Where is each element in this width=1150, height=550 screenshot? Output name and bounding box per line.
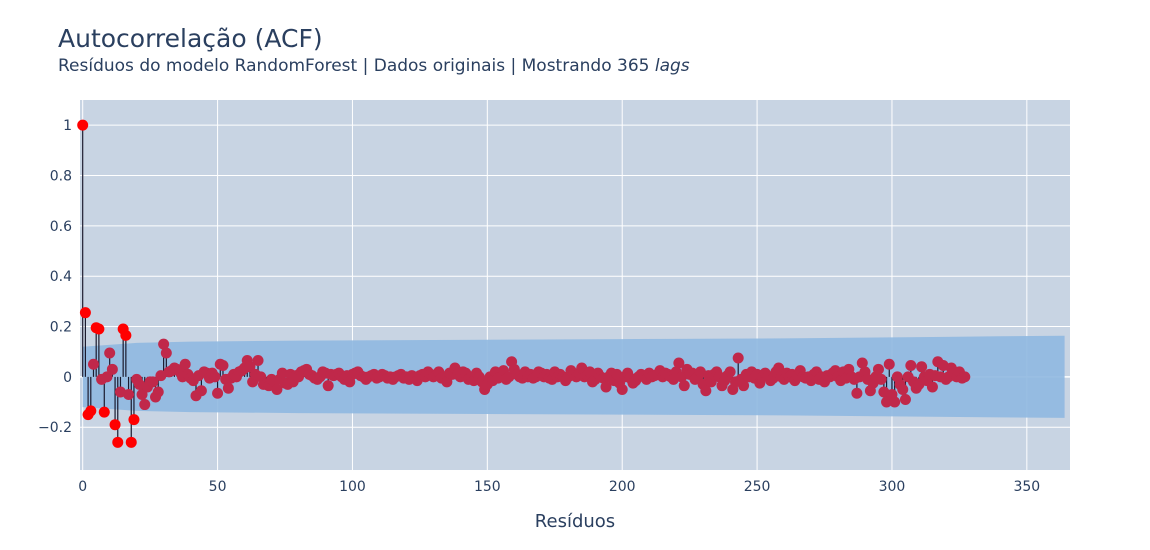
acf-point-significant [77,119,89,131]
acf-point [851,387,863,399]
chart-title: Autocorrelação (ACF) [58,24,323,53]
acf-point [179,358,191,370]
x-tick-label: 300 [879,479,906,495]
acf-point [123,388,135,400]
acf-point [875,373,887,385]
y-tick-label: 0.6 [50,219,72,235]
acf-point [276,367,288,379]
y-tick-label: 1 [63,118,72,134]
acf-point [916,361,928,373]
x-tick-label: 0 [78,479,87,495]
acf-point-significant [79,307,91,319]
acf-point [856,357,868,369]
x-tick-label: 250 [744,479,771,495]
acf-point [673,357,685,369]
acf-point [926,381,938,393]
y-tick-label: 0 [63,370,72,386]
acf-point [252,355,264,367]
y-tick-label: −0.2 [38,420,72,436]
acf-point-significant [109,419,121,431]
acf-point [87,358,99,370]
acf-point-significant [85,405,97,417]
y-axis-ticks: 1 0.8 0.6 0.4 0.2 0 −0.2 [38,118,72,436]
acf-point [158,338,170,350]
acf-point [897,383,909,395]
acf-point [147,376,159,388]
x-tick-label: 50 [209,479,227,495]
acf-point [217,360,229,372]
acf-point [271,383,283,395]
x-axis-ticks: 0 50 100 150 200 250 300 350 [78,479,1040,495]
acf-point-significant [98,406,110,418]
x-axis-label: Resíduos [535,511,615,532]
acf-point [322,380,334,392]
x-tick-label: 100 [339,479,366,495]
acf-point [212,387,224,399]
acf-point [106,363,118,375]
data-points [77,119,971,448]
chart-subtitle: Resíduos do modelo RandomForest | Dados … [58,56,690,76]
acf-point-significant [93,323,105,335]
acf-point-significant [120,329,132,341]
acf-point [616,383,628,395]
acf-point [600,381,612,393]
acf-point [209,371,221,383]
acf-point [889,396,901,408]
acf-point [738,380,750,392]
acf-point-significant [125,436,137,448]
acf-point [160,347,172,359]
y-tick-label: 0.4 [50,269,72,285]
acf-point-significant [112,436,124,448]
acf-point [724,366,736,378]
acf-point [872,363,884,375]
x-tick-label: 150 [474,479,501,495]
acf-point-significant [128,414,140,426]
x-tick-label: 350 [1013,479,1040,495]
y-tick-label: 0.2 [50,320,72,336]
acf-point [732,352,744,364]
subtitle-text: Resíduos do modelo RandomForest | Dados … [58,56,650,76]
acf-point [195,385,207,397]
acf-point [959,371,971,383]
acf-point [905,360,917,372]
y-tick-label: 0.8 [50,169,72,185]
acf-point [773,362,785,374]
acf-point [700,385,712,397]
acf-point [883,358,895,370]
acf-point [152,386,164,398]
subtitle-italic: lags [654,56,690,76]
x-tick-label: 200 [609,479,636,495]
acf-point [139,399,151,411]
acf-point [899,394,911,406]
acf-point [222,382,234,394]
acf-point [678,380,690,392]
acf-point [104,347,116,359]
